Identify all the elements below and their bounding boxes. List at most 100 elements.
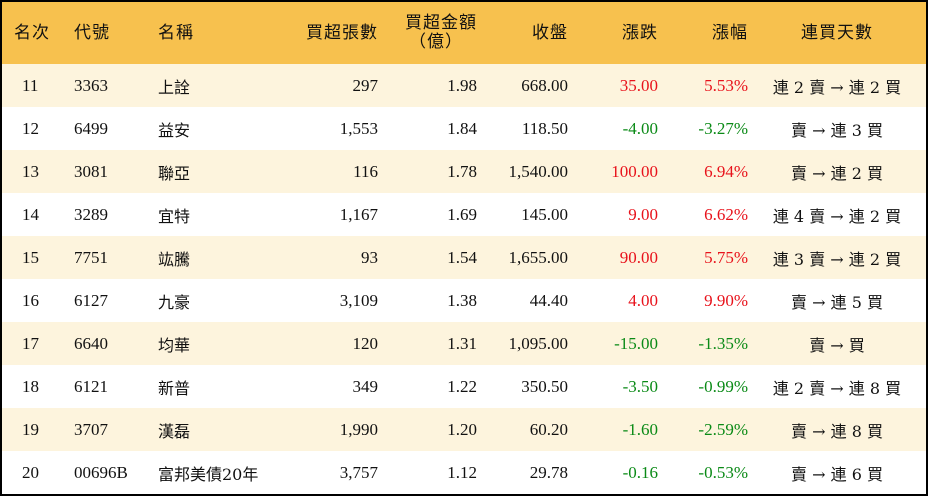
name-cell: 新普 [158,378,191,398]
table-row: 13 3081 聯亞 116 1.78 1,540.00 100.00 6.94% 賣 → 連 … [2,150,926,193]
header-amount: 買超金額 （億） [378,2,477,64]
shares-cell: 120 [286,322,378,365]
header-amount-line1: 買超金額 [405,13,477,33]
change-cell: 9.00 [628,204,658,224]
change-cell: -0.16 [622,462,658,482]
change-cell: -4.00 [622,118,658,138]
name-cell: 均華 [156,322,286,365]
amount-cell: 1.84 [447,118,477,138]
table-row: 20 00696B 富邦美債20年 3,757 1.12 29.78 -0.16 -0.53%… [2,451,926,494]
streak-cell: 賣 → 連 3 買 [791,120,883,140]
pct-cell: 5.75% [658,236,748,279]
streak-cell: 連 2 賣 → 連 2 買 [748,64,926,107]
streak-cell: 連 3 賣 → 連 2 買 [748,236,926,279]
header-streak: 連買天數 [748,2,926,64]
code-cell: 6499 [74,118,108,138]
rank-cell: 11 [2,64,72,107]
close-cell: 29.78 [529,462,568,482]
header-name: 名稱 [156,2,286,64]
rank-cell: 17 [2,322,72,365]
amount-cell: 1.78 [378,150,477,193]
header-change: 漲跌 [568,2,658,64]
rank-cell: 18 [22,376,39,396]
name-cell: 九豪 [158,292,191,312]
pct-cell: 6.94% [658,150,748,193]
close-cell: 1,095.00 [477,322,568,365]
close-cell: 145.00 [521,204,568,224]
amount-cell: 1.12 [447,462,477,482]
close-cell: 1,540.00 [477,150,568,193]
table-row: 16 6127 九豪 3,109 1.38 44.40 4.00 9.90% 賣 → 連 5 買 [2,279,926,322]
header-shares: 買超張數 [286,2,378,64]
change-cell: 4.00 [628,290,658,310]
close-cell: 60.20 [477,408,568,451]
streak-cell: 賣 → 買 [748,322,926,365]
streak-cell: 賣 → 連 2 買 [748,150,926,193]
name-cell: 漢磊 [156,408,286,451]
rank-cell: 20 [22,462,39,482]
amount-cell: 1.38 [447,290,477,310]
streak-cell: 連 2 賣 → 連 8 買 [772,378,902,398]
rank-cell: 19 [2,408,72,451]
name-cell: 富邦美債20年 [158,464,259,484]
amount-cell: 1.54 [378,236,477,279]
code-cell: 7751 [72,236,156,279]
name-cell: 竑騰 [156,236,286,279]
close-cell: 118.50 [521,118,568,138]
rank-cell: 15 [2,236,72,279]
header-pct: 漲幅 [658,2,748,64]
close-cell: 350.50 [521,376,568,396]
pct-cell: -0.99% [698,376,748,396]
streak-cell: 連 4 賣 → 連 2 買 [772,206,902,226]
header-amount-line2: （億） [409,32,463,52]
streak-cell: 賣 → 連 5 買 [791,292,883,312]
amount-cell: 1.20 [378,408,477,451]
close-cell: 1,655.00 [477,236,568,279]
table-row: 18 6121 新普 349 1.22 350.50 -3.50 -0.99% 連 2 賣 → … [2,365,926,408]
code-cell: 3289 [74,204,108,224]
shares-cell: 116 [286,150,378,193]
header-code: 代號 [72,2,156,64]
amount-cell: 1.31 [378,322,477,365]
change-cell: -3.50 [622,376,658,396]
pct-cell: -2.59% [658,408,748,451]
pct-cell: 5.53% [658,64,748,107]
shares-cell: 1,990 [286,408,378,451]
amount-cell: 1.22 [447,376,477,396]
rank-cell: 14 [22,204,39,224]
pct-cell: -3.27% [698,118,748,138]
code-cell: 3363 [72,64,156,107]
close-cell: 44.40 [529,290,568,310]
streak-cell: 賣 → 連 8 買 [748,408,926,451]
shares-cell: 3,109 [339,290,378,310]
header-rank: 名次 [2,2,72,64]
code-cell: 6121 [74,376,108,396]
change-cell: 90.00 [568,236,658,279]
streak-cell: 賣 → 連 6 買 [791,464,883,484]
shares-cell: 1,167 [339,204,378,224]
header-close: 收盤 [477,2,568,64]
name-cell: 聯亞 [156,150,286,193]
name-cell: 益安 [158,120,191,140]
table-row: 14 3289 宜特 1,167 1.69 145.00 9.00 6.62% 連 4 賣 → … [2,193,926,236]
change-cell: 35.00 [568,64,658,107]
change-cell: 100.00 [568,150,658,193]
close-cell: 668.00 [477,64,568,107]
amount-cell: 1.98 [378,64,477,107]
pct-cell: 6.62% [704,204,748,224]
code-cell: 3707 [72,408,156,451]
change-cell: -15.00 [568,322,658,365]
pct-cell: 9.90% [704,290,748,310]
rank-cell: 16 [22,290,39,310]
code-cell: 6640 [72,322,156,365]
code-cell: 00696B [74,462,128,482]
table-row: 17 6640 均華 120 1.31 1,095.00 -15.00 -1.35% 賣 → 買 [2,322,926,365]
code-cell: 3081 [72,150,156,193]
table-row: 11 3363 上詮 297 1.98 668.00 35.00 5.53% 連 2 賣 → 連… [2,64,926,107]
change-cell: -1.60 [568,408,658,451]
table-row: 12 6499 益安 1,553 1.84 118.50 -4.00 -3.27% 賣 → 連 … [2,107,926,150]
name-cell: 上詮 [156,64,286,107]
table-row: 19 3707 漢磊 1,990 1.20 60.20 -1.60 -2.59% 賣 → 連 8… [2,408,926,451]
code-cell: 6127 [74,290,108,310]
shares-cell: 93 [286,236,378,279]
